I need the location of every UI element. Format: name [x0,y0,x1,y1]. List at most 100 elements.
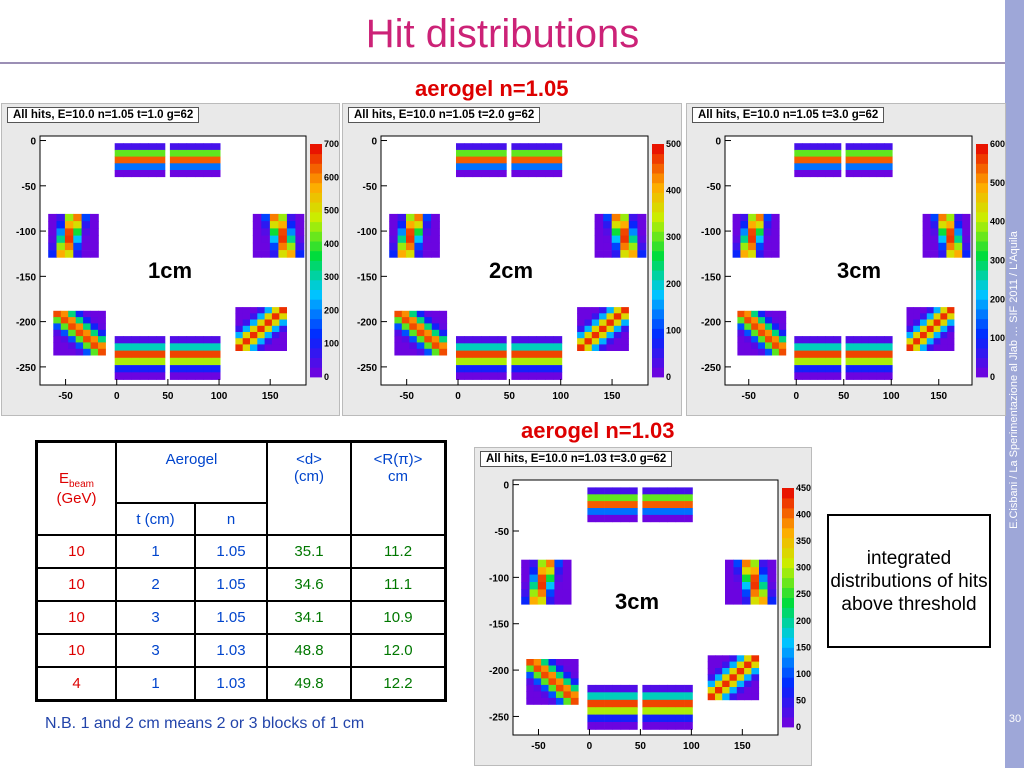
heatmap-cell [139,156,149,164]
heatmap-cell [401,310,410,318]
heatmap-cell [675,684,685,693]
heatmap-cell [772,317,780,324]
heatmap-cell [389,242,398,251]
heatmap-cell [947,313,955,320]
heatmap-cell [611,213,621,222]
heatmap-cell [809,143,819,151]
heatmap-cell [497,336,507,344]
heatmap-cell [675,692,685,701]
heatmap-cell [825,372,834,380]
heatmap-cell [954,228,963,236]
heatmap-cell [414,213,424,222]
heatmap-cell [422,242,432,251]
heatmap-cell [235,338,244,345]
colorbar-segment [310,192,322,203]
heatmap-cell [642,508,652,516]
page-number-digits: 30 [1008,713,1022,725]
table-header-row: Ebeam (GeV) Aerogel <d> (cm) <R(π)> cm [35,440,447,536]
heatmap-cell [794,336,803,344]
heatmap-cell [64,235,74,244]
heatmap-cell [926,319,934,327]
heatmap-cell [825,156,834,164]
colorbar-segment [782,707,794,718]
colorbar-label: 500 [324,206,339,216]
heatmap-cell [397,242,407,251]
heatmap-cell [675,487,685,495]
heatmap-cell [511,156,521,164]
colorbar-segment [782,517,794,529]
heatmap-cell [628,250,638,258]
heatmap-cell [737,323,745,331]
heatmap-cell [613,307,622,314]
heatmap-cell [744,674,752,682]
heatmap-cell [563,684,572,692]
colorbar-segment [310,260,322,271]
heatmap-cell [628,221,638,229]
heatmap-cell [464,170,474,178]
heatmap-cell [629,501,638,509]
heatmap-cell [809,343,819,351]
heatmap-cell [684,699,693,708]
heatmap-cell [621,344,629,351]
heatmap-cell [595,684,605,693]
heatmap-cell [123,365,132,373]
heatmap-cell [401,317,410,324]
heatmap-cell [913,325,921,333]
heatmap-cell [940,313,948,320]
heatmap-cell [186,149,196,157]
heatmap-cell [98,323,106,331]
heatmap-cell [271,313,280,320]
heatmap-cell [825,336,834,344]
colorbar-segment [976,289,988,300]
heatmap-cell [431,213,440,222]
heatmap-cell [556,678,564,686]
heatmap-cell [736,661,745,669]
y-tick-label: -50 [363,182,378,193]
heatmap-cell [264,338,273,345]
heatmap-cell [264,319,273,327]
heatmap-cell [667,692,677,701]
colorbar-label: 500 [990,178,1005,188]
heatmap-cell [203,143,213,151]
heatmap-cell [519,336,529,344]
heatmap-cell [642,707,652,715]
heatmap-cell [511,336,521,344]
heatmap-cell [613,319,622,327]
heatmap-cell [169,170,179,178]
heatmap-cell [868,170,878,178]
heatmap-cell [541,659,549,666]
heatmap-cell [740,228,749,236]
colorbar-segment [976,202,988,213]
heatmap-cell [169,336,179,344]
heatmap-cell [604,501,613,509]
heatmap-cell [169,372,179,380]
heatmap-cell [868,357,878,366]
heatmap-cell [53,323,62,331]
heatmap-cell [853,365,862,373]
heatmap-cell [389,228,398,236]
heatmap-cell [628,213,638,222]
heatmap-cell [667,714,677,723]
x-tick-label: 100 [552,391,569,402]
heatmap-cell [778,317,787,324]
heatmap-cell [481,372,490,380]
heatmap-cell [528,343,537,351]
heatmap-cell [740,221,749,229]
heatmap-cell [533,665,542,673]
heatmap-cell [650,501,660,509]
heatmap-cell [114,357,124,366]
heatmap-cell [73,228,83,236]
heatmap-cell [401,329,410,337]
heatmap-cell [751,329,759,337]
heatmap-cell [794,163,803,171]
heatmap-cell [930,235,939,244]
heatmap-cell [286,242,296,251]
heatmap-cell [594,221,604,229]
heatmap-cell [926,338,934,345]
heatmap-cell [556,697,564,705]
heatmap-cell [526,671,535,679]
colorbar-segment [976,270,988,281]
heatmap-cell [809,156,819,164]
heatmap-cell [659,508,668,516]
colorbar-segment [782,717,794,728]
